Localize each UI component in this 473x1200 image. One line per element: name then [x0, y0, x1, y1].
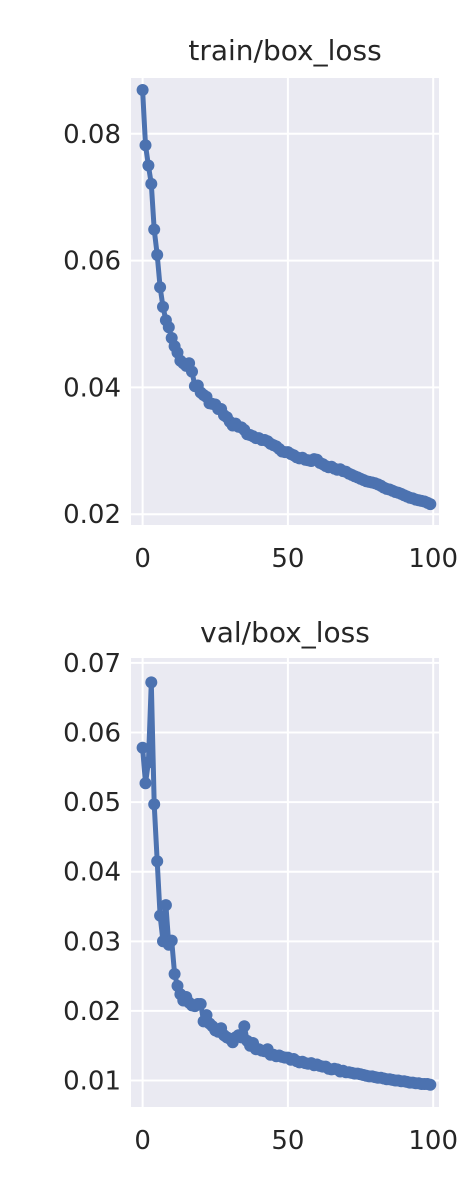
x-tick-label: 100: [408, 1126, 458, 1156]
subplot-val-box-loss: val/box_loss 0.01 0.02 0.03 0.04 0.05 0.06 0.0…: [63, 616, 458, 1156]
x-tick-label: 0: [134, 1126, 151, 1156]
data-point: [165, 934, 178, 947]
data-point: [154, 909, 167, 922]
x-tick-label: 100: [408, 544, 458, 574]
y-tick-label: 0.07: [63, 649, 121, 679]
data-point: [145, 177, 158, 190]
y-tick-label: 0.01: [63, 1067, 121, 1097]
y-tick-label: 0.04: [63, 373, 121, 403]
y-tick-label: 0.06: [63, 247, 121, 277]
x-tick-label: 50: [271, 544, 304, 574]
x-tick-label: 50: [271, 1126, 304, 1156]
chart-title: train/box_loss: [188, 34, 381, 67]
y-tick-label: 0.03: [63, 927, 121, 957]
y-tick-label: 0.06: [63, 718, 121, 748]
data-point: [168, 968, 181, 980]
x-tick-label: 0: [134, 544, 151, 574]
data-point: [151, 248, 164, 261]
data-point: [424, 1078, 437, 1091]
subplot-train-box-loss: train/box_loss 0.02 0.04 0.06 0.08 0 50 100: [63, 34, 458, 574]
data-point: [148, 223, 161, 236]
chart-title: val/box_loss: [200, 616, 370, 649]
y-tick-label: 0.08: [63, 120, 121, 150]
plot-area: [131, 658, 439, 1107]
data-point: [142, 159, 155, 172]
data-point: [424, 498, 437, 511]
data-point: [162, 321, 175, 334]
data-point: [142, 756, 155, 769]
y-tick-label: 0.04: [63, 858, 121, 888]
data-point: [159, 899, 172, 912]
data-point: [145, 676, 158, 689]
data-point: [136, 84, 149, 96]
data-point: [139, 777, 152, 790]
data-point: [139, 139, 152, 152]
data-point: [186, 365, 198, 378]
y-tick-label: 0.02: [63, 500, 121, 530]
data-point: [148, 798, 161, 811]
data-point: [238, 1020, 251, 1033]
y-tick-label: 0.02: [63, 997, 121, 1027]
data-point: [194, 998, 207, 1010]
data-point: [151, 855, 164, 868]
y-tick-label: 0.05: [63, 788, 121, 818]
data-point: [157, 300, 169, 313]
data-point: [154, 281, 167, 294]
data-point: [136, 741, 149, 754]
